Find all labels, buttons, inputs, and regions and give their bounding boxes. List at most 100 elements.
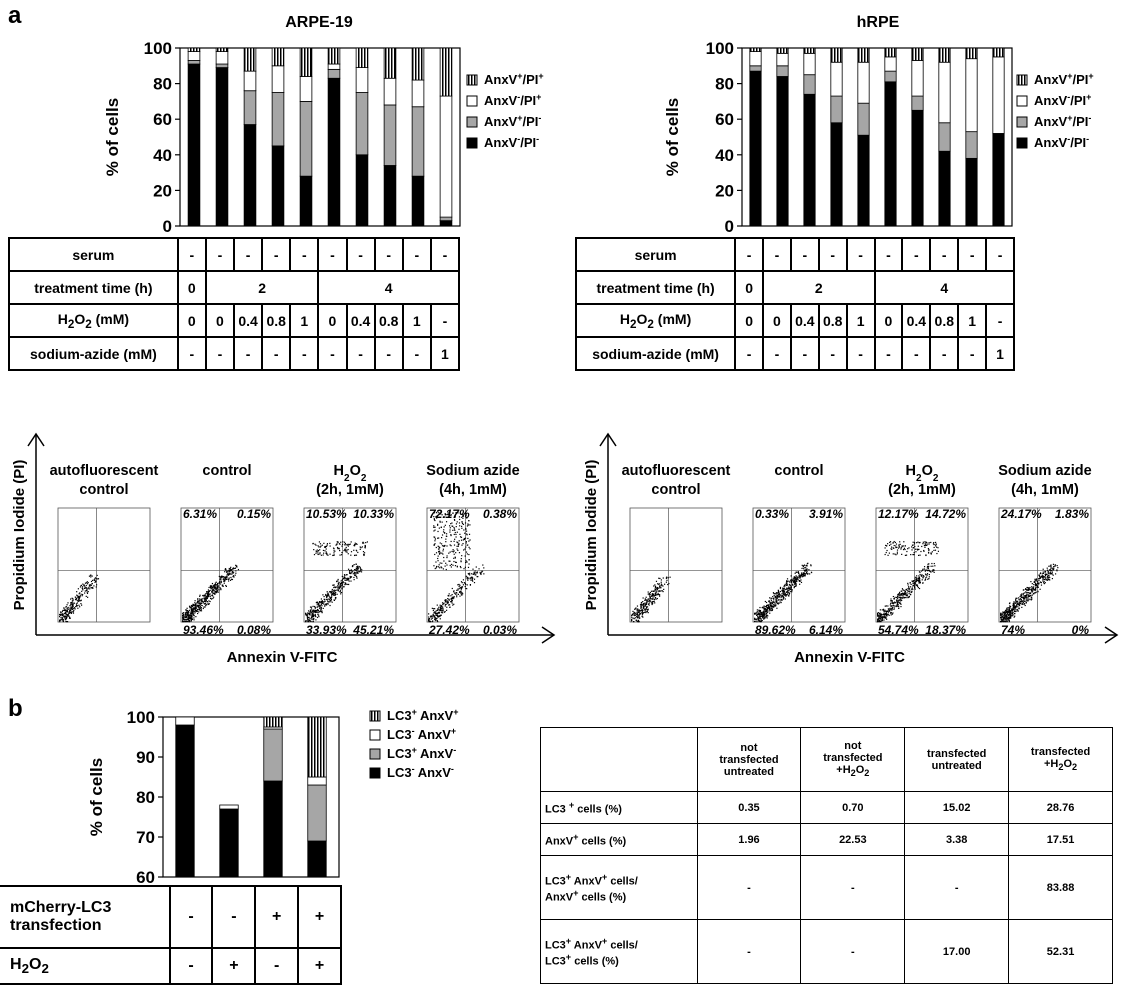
event-dot [648, 600, 651, 602]
event-dot [928, 569, 930, 572]
event-dot [308, 612, 311, 615]
event-dot [329, 599, 331, 602]
event-dot [335, 544, 337, 546]
event-dot [193, 604, 195, 606]
cell: - [800, 919, 906, 984]
event-dot [912, 585, 914, 587]
panel-letter-a: a [8, 2, 22, 29]
event-dot [1049, 571, 1051, 573]
event-dot [635, 619, 637, 621]
event-dot [471, 576, 473, 578]
event-dot [190, 616, 192, 618]
event-dot [777, 599, 779, 601]
cell: 2 [204, 270, 320, 305]
event-dot [457, 544, 460, 546]
event-dot [654, 585, 657, 588]
event-dot [891, 608, 893, 610]
event-dot [647, 598, 649, 600]
event-dot [203, 597, 205, 599]
event-dot [1019, 603, 1021, 606]
event-dot [339, 591, 341, 593]
event-dot [902, 589, 904, 591]
event-dot [355, 543, 357, 545]
event-dot [337, 588, 339, 590]
event-dot [327, 602, 329, 604]
event-dot [314, 614, 316, 617]
event-dot [359, 546, 361, 548]
event-dot [349, 575, 351, 578]
event-dot [454, 516, 456, 518]
bar-segment-anxv-pi- [803, 93, 816, 227]
event-dot [444, 532, 446, 534]
event-dot [780, 598, 782, 600]
event-dot [356, 570, 358, 572]
event-dot [1027, 588, 1030, 590]
event-dot [924, 544, 926, 547]
event-dot [1017, 603, 1020, 606]
event-dot [1009, 611, 1011, 613]
event-dot [641, 611, 644, 613]
event-dot [233, 576, 235, 578]
cell: 0.8 [929, 303, 960, 338]
event-dot [795, 576, 797, 578]
event-dot [641, 615, 643, 618]
event-dot [649, 601, 651, 603]
event-dot [1041, 575, 1043, 577]
event-dot [76, 602, 78, 604]
event-dot [453, 592, 456, 594]
event-dot [900, 598, 902, 600]
event-dot [1037, 581, 1039, 583]
event-dot [884, 605, 886, 607]
event-dot [216, 587, 218, 589]
event-dot [450, 601, 452, 603]
event-dot [453, 544, 456, 546]
event-dot [435, 515, 437, 518]
event-dot [889, 608, 892, 610]
event-dot [786, 588, 788, 590]
event-dot [77, 597, 79, 599]
event-dot [65, 610, 67, 612]
event-dot [439, 550, 441, 552]
event-dot [446, 606, 448, 608]
event-dot [325, 603, 327, 605]
event-dot [211, 594, 213, 596]
event-dot [435, 561, 437, 563]
bar-stack-4 [271, 47, 285, 227]
event-dot [775, 605, 777, 607]
event-dot [913, 554, 915, 556]
event-dot [449, 544, 451, 546]
bar-stack-10 [439, 47, 453, 227]
y-tick-label: 40 [153, 146, 172, 165]
event-dot [210, 584, 212, 587]
event-dot [647, 600, 649, 602]
event-dot [668, 582, 670, 585]
event-dot [203, 603, 206, 605]
event-dot [433, 536, 435, 538]
event-dot [360, 571, 363, 573]
event-dot [930, 553, 932, 555]
event-dot [329, 604, 331, 607]
event-dot [451, 587, 453, 590]
event-dot [90, 580, 93, 583]
event-dot [87, 596, 89, 598]
event-dot [184, 617, 187, 619]
cell: - [204, 237, 236, 272]
event-dot [453, 591, 455, 593]
event-dot [660, 583, 662, 585]
event-dot [923, 566, 926, 568]
event-dot [656, 594, 658, 596]
event-dot [326, 596, 328, 598]
event-dot [198, 602, 201, 604]
event-dot [763, 613, 766, 616]
event-dot [641, 614, 644, 616]
event-dot [1004, 611, 1006, 613]
event-dot [221, 584, 224, 586]
event-dot [1034, 589, 1036, 591]
y-tick-label: 0 [163, 217, 172, 236]
event-dot [917, 545, 919, 547]
event-dot [311, 613, 313, 615]
event-dot [332, 592, 334, 594]
event-dot [905, 593, 907, 595]
event-dot [927, 547, 929, 550]
y-tick-label: 80 [136, 788, 155, 807]
